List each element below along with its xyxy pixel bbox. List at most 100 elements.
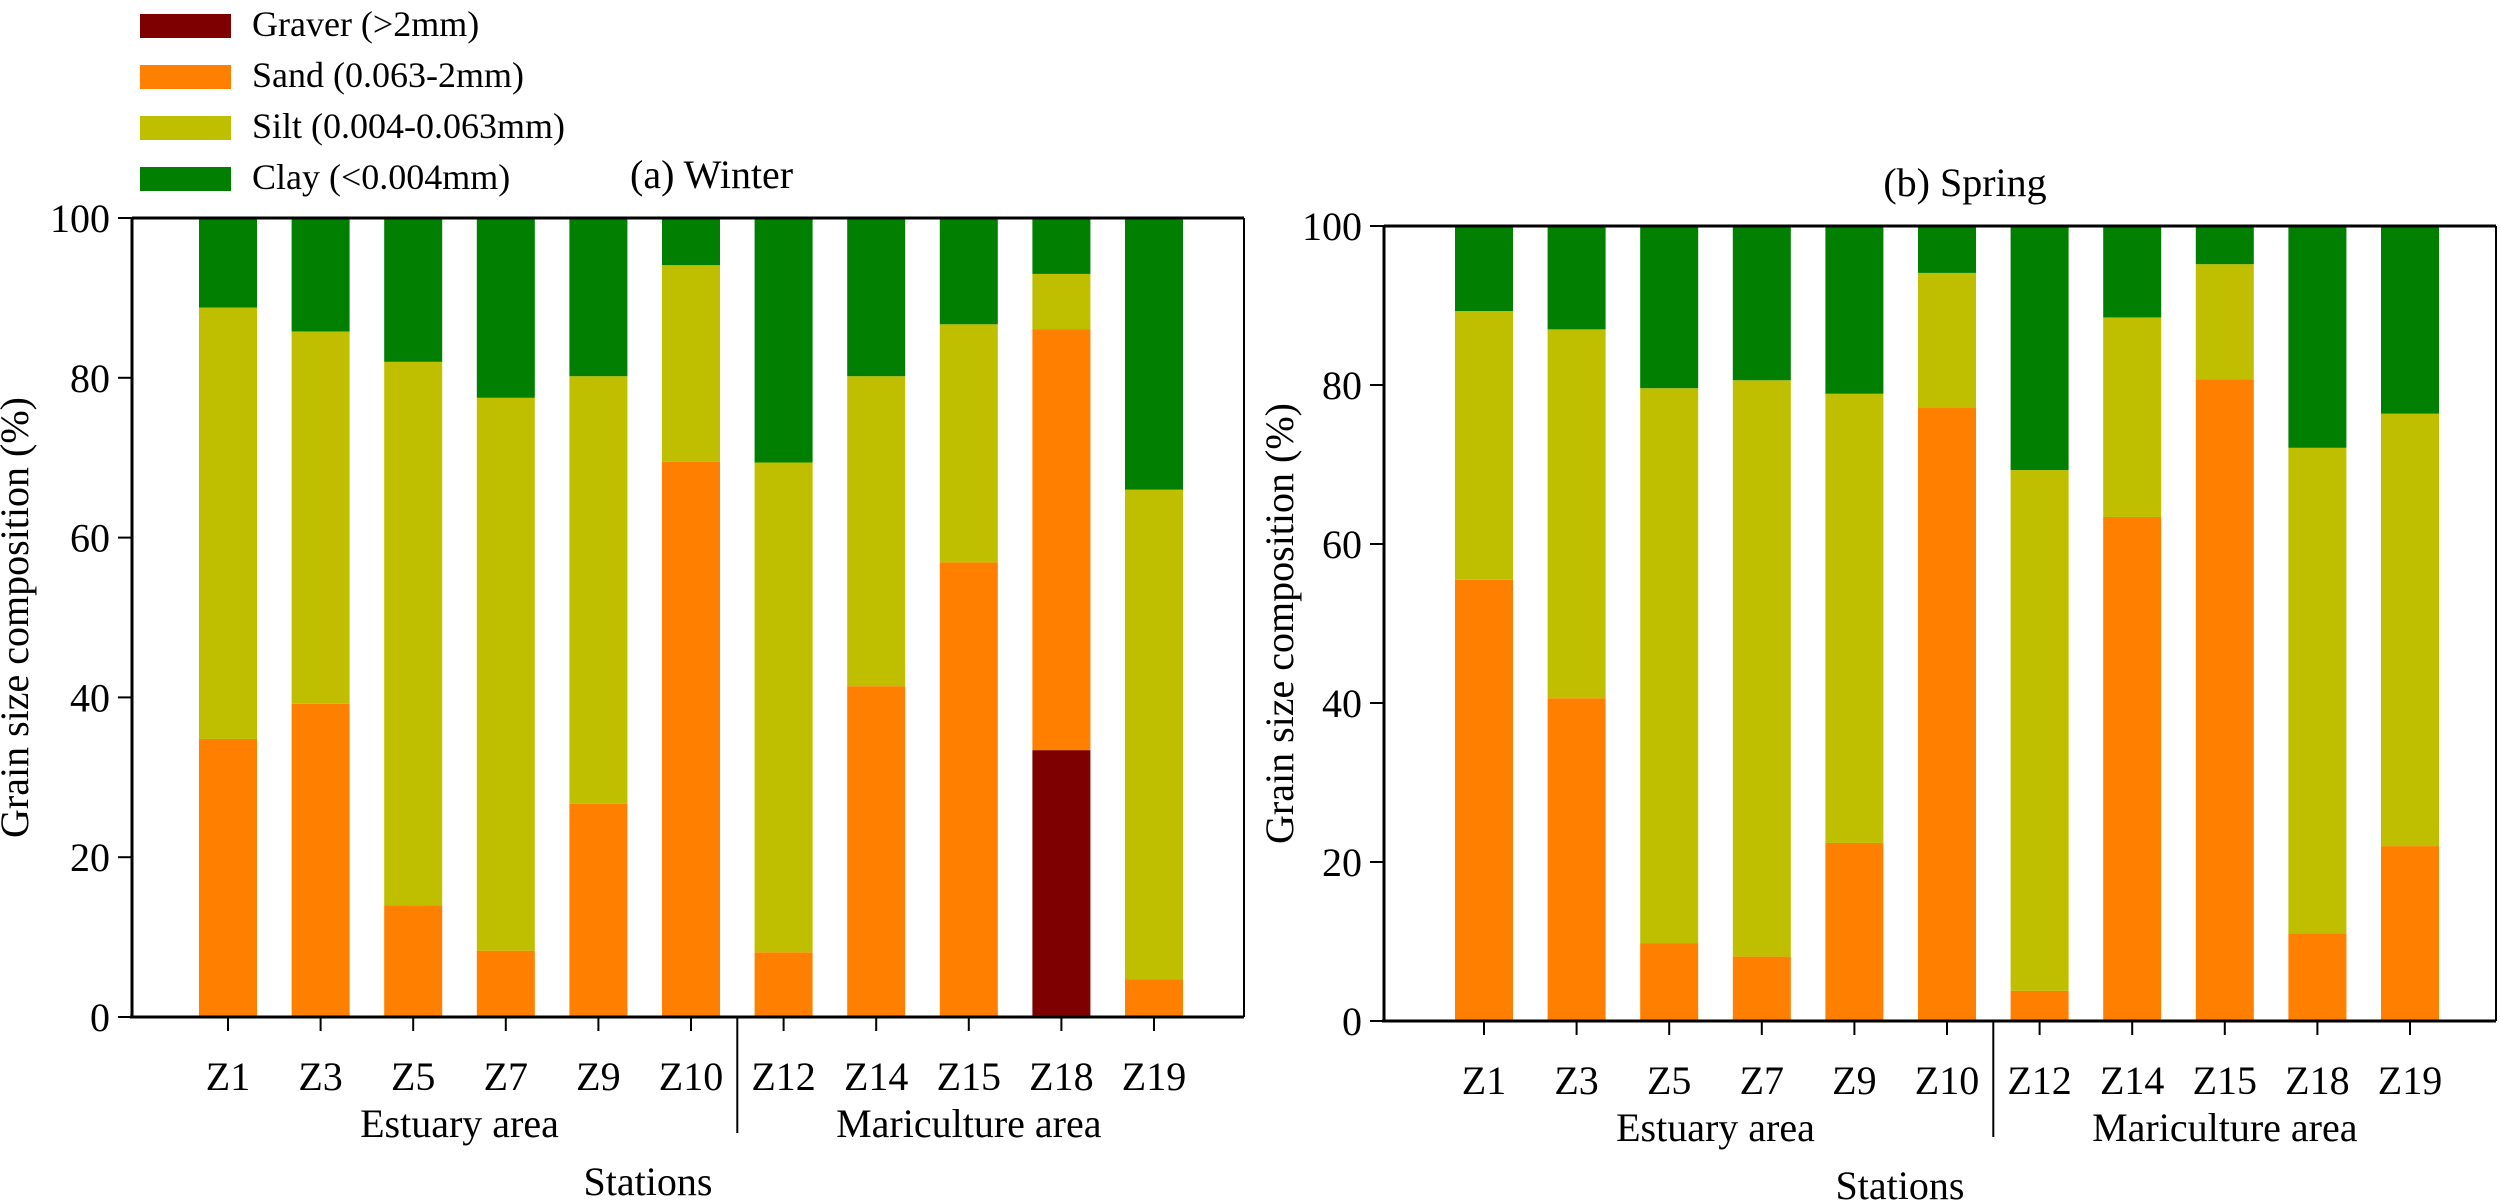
bar-silt-Z10	[662, 265, 720, 462]
x-tick-label: Z5	[1647, 1058, 1691, 1103]
group-label: Estuary area	[1616, 1105, 1815, 1150]
bar-sand-Z7	[1732, 956, 1791, 1021]
bar-silt-Z5	[1640, 388, 1699, 944]
legend-swatch-silt	[140, 116, 231, 140]
bar-clay-Z3	[1547, 226, 1606, 330]
bar-sand-Z19	[1125, 979, 1183, 1017]
chart-spring: (b) Spring Z1 Z3 Z5 Z7 Z9 Z10 Z12 Z14 Z15 Z18 Z19 0 2…	[1257, 160, 2497, 1201]
y-tick-label: 60	[1322, 522, 1362, 567]
bar-clay-Z18	[2288, 226, 2347, 448]
bar-sand-Z3	[1547, 698, 1606, 1021]
bar-silt-Z1	[199, 307, 257, 739]
bar-sand-Z5	[1640, 943, 1699, 1021]
bar-clay-Z15	[939, 218, 998, 325]
bar-clay-Z1	[199, 218, 257, 308]
x-tick-label: Z7	[484, 1054, 528, 1099]
legend-label-gravel: Graver (>2mm)	[252, 4, 479, 44]
bar-clay-Z5	[1640, 226, 1699, 389]
x-tick-label: Z15	[937, 1054, 1001, 1099]
bar-silt-Z9	[569, 376, 628, 804]
group-label: Mariculture area	[2092, 1105, 2358, 1150]
chart-title: (b) Spring	[1883, 160, 2046, 205]
chart-winter: (a) Winter Z1 Z3 Z5 Z7 Z9 Z10 Z12 Z14 Z15 Z18 Z19 0 2…	[0, 152, 1245, 1201]
bar-sand-Z10	[1918, 407, 1976, 1021]
bar-clay-Z7	[1732, 226, 1791, 381]
chart-title: (a) Winter	[630, 152, 793, 197]
bar-sand-Z14	[2103, 516, 2162, 1021]
bar-silt-Z7	[1732, 380, 1791, 957]
y-tick-label: 0	[1342, 999, 1362, 1044]
bar-silt-Z15	[939, 324, 998, 563]
x-tick-label: Z19	[1122, 1054, 1186, 1099]
bar-sand-Z7	[476, 950, 535, 1017]
bar-clay-Z18	[1032, 218, 1091, 274]
bar-sand-Z5	[384, 905, 443, 1017]
bar-silt-Z5	[384, 361, 443, 906]
bar-clay-Z12	[2010, 226, 2069, 471]
bar-sand-Z10	[662, 461, 720, 1017]
bar-silt-Z12	[2010, 470, 2069, 991]
y-tick-label: 80	[1322, 363, 1362, 408]
legend: Graver (>2mm) Sand (0.063-2mm) Silt (0.004…	[140, 4, 565, 197]
x-tick-label: Z5	[391, 1054, 435, 1099]
bar-silt-Z19	[2381, 413, 2439, 847]
bar-clay-Z10	[662, 218, 720, 266]
bar-clay-Z1	[1455, 226, 1513, 312]
bar-sand-Z18	[1032, 329, 1091, 751]
x-tick-label: Z1	[206, 1054, 250, 1099]
bar-sand-Z18	[2288, 933, 2347, 1021]
legend-label-sand: Sand (0.063-2mm)	[252, 55, 524, 95]
y-tick-label: 60	[70, 516, 110, 561]
bar-silt-Z10	[1918, 272, 1976, 408]
x-tick-label: Z12	[2007, 1058, 2071, 1103]
x-tick-label: Z3	[298, 1054, 342, 1099]
y-tick-label: 100	[50, 196, 110, 241]
legend-swatch-sand	[140, 65, 231, 89]
bar-silt-Z18	[1032, 273, 1091, 330]
y-tick-label: 20	[1322, 840, 1362, 885]
bar-sand-Z15	[2195, 379, 2254, 1021]
bar-sand-Z15	[939, 562, 998, 1017]
legend-swatch-clay	[140, 167, 231, 191]
bar-clay-Z10	[1918, 226, 1976, 273]
x-tick-label: Z9	[576, 1054, 620, 1099]
bar-clay-Z19	[1125, 218, 1183, 490]
bar-sand-Z3	[291, 703, 350, 1017]
x-tick-label: Z3	[1554, 1058, 1598, 1103]
x-tick-label: Z18	[1029, 1054, 1093, 1099]
y-tick-label: 100	[1302, 204, 1362, 249]
group-label: Mariculture area	[836, 1101, 1102, 1146]
legend-label-silt: Silt (0.004-0.063mm)	[252, 106, 565, 146]
bar-silt-Z14	[847, 376, 906, 687]
bar-silt-Z7	[476, 397, 535, 951]
bar-silt-Z19	[1125, 489, 1183, 980]
x-tick-label: Z19	[2378, 1058, 2442, 1103]
bar-clay-Z9	[569, 218, 628, 377]
x-tick-label: Z1	[1462, 1058, 1506, 1103]
bar-sand-Z9	[1825, 842, 1884, 1021]
bar-clay-Z15	[2195, 226, 2254, 265]
x-tick-label: Z7	[1740, 1058, 1784, 1103]
bar-clay-Z7	[476, 218, 535, 398]
bar-sand-Z1	[1455, 579, 1513, 1021]
x-tick-label: Z9	[1832, 1058, 1876, 1103]
bar-silt-Z9	[1825, 393, 1884, 843]
x-tick-label: Z15	[2193, 1058, 2257, 1103]
bar-gravel-Z18	[1032, 750, 1091, 1017]
y-tick-label: 40	[1322, 681, 1362, 726]
x-tick-label: Z12	[751, 1054, 815, 1099]
bar-clay-Z19	[2381, 226, 2439, 414]
legend-swatch-gravel	[140, 14, 231, 38]
bar-sand-Z19	[2381, 846, 2439, 1021]
x-axis-title: Stations	[584, 1159, 713, 1201]
x-tick-label: Z10	[1915, 1058, 1979, 1103]
bar-silt-Z15	[2195, 264, 2254, 380]
bar-sand-Z14	[847, 686, 906, 1017]
bar-sand-Z12	[754, 952, 813, 1017]
x-tick-label: Z18	[2285, 1058, 2349, 1103]
bar-silt-Z18	[2288, 447, 2347, 934]
bar-silt-Z3	[1547, 329, 1606, 699]
bar-clay-Z14	[847, 218, 906, 377]
x-axis-title: Stations	[1836, 1163, 1965, 1201]
